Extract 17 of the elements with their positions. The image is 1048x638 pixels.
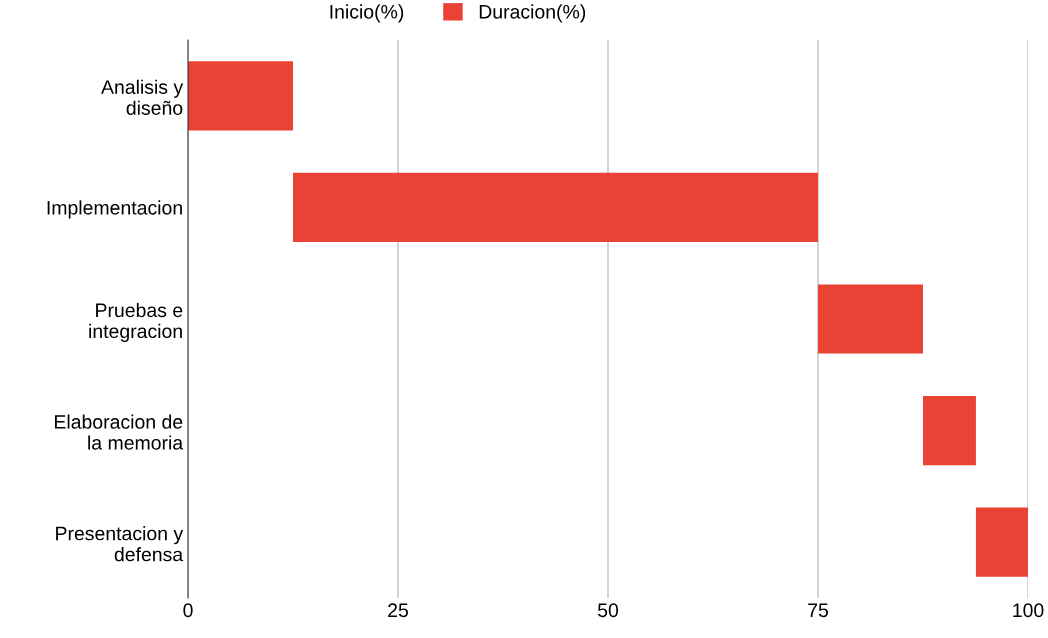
y-tick-label: Presentacion y defensa [56,526,184,562]
bar [923,396,976,466]
x-tick-label: 0 [183,603,193,618]
y-tick-label: Implementacion [47,200,182,219]
y-tick-label: Elaboracion de la memoria [55,414,184,450]
y-tick-label: Pruebas e integracion [89,302,183,342]
bar [975,507,1028,577]
x-tick-label: 75 [808,603,828,618]
legend-label: Duracion(%) [479,4,586,23]
bar [188,61,293,131]
x-tick-label: 100 [1013,603,1044,618]
x-tick-label: 25 [388,603,408,618]
bar [293,172,818,242]
bar [818,284,923,354]
x-tick-label: 50 [597,603,619,618]
y-tick-label: Analisis y diseño [101,79,184,115]
text: Inicio(%) [330,4,404,23]
